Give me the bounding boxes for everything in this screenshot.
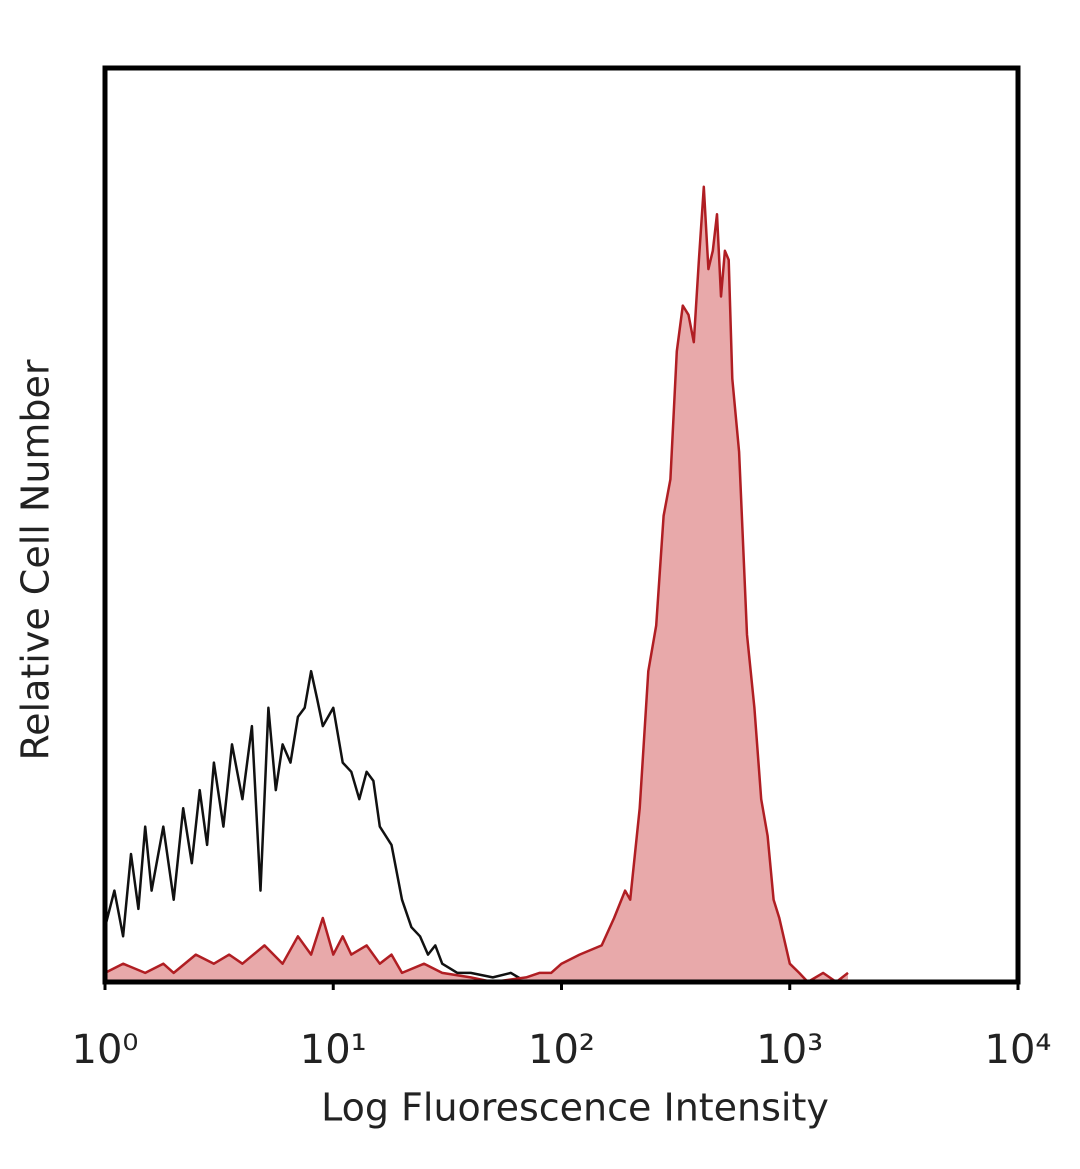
x-axis-label: Log Fluorescence Intensity	[321, 1086, 829, 1130]
y-axis-label: Relative Cell Number	[14, 359, 58, 760]
histogram-line	[103, 669, 527, 984]
x-tick-label: 10¹	[300, 1027, 367, 1073]
x-tick-label: 10³	[756, 1027, 823, 1073]
x-tick-label: 10⁰	[72, 1027, 139, 1073]
x-tick-label: 10⁴	[985, 1027, 1052, 1073]
histogram-area	[105, 186, 848, 983]
plot-frame	[102, 65, 1021, 985]
x-tick-label: 10²	[528, 1027, 595, 1073]
histogram-line	[104, 185, 849, 984]
